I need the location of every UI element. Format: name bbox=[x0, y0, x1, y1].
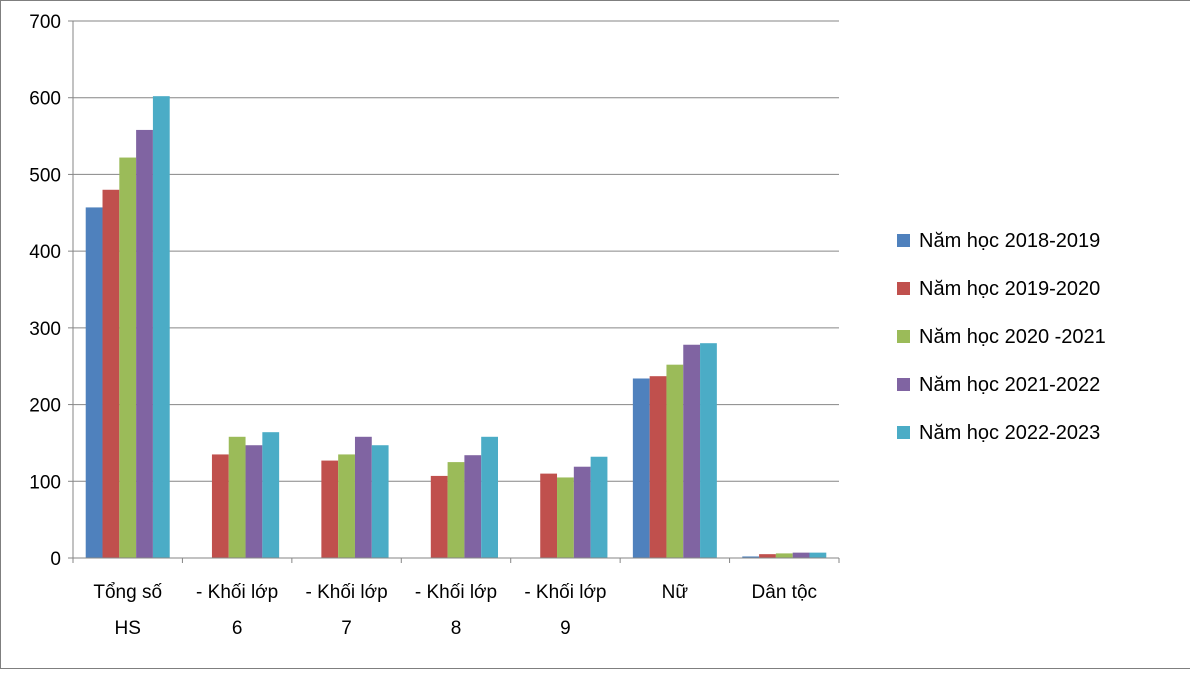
axes bbox=[72, 21, 840, 563]
bar bbox=[683, 344, 701, 558]
bar bbox=[540, 473, 558, 558]
bar bbox=[152, 96, 170, 559]
bar bbox=[321, 460, 339, 558]
x-tick-label: Nữ bbox=[662, 582, 689, 603]
legend-label: Năm học 2020 -2021 bbox=[919, 326, 1106, 348]
bar bbox=[792, 552, 810, 558]
legend-label: Năm học 2022-2023 bbox=[919, 422, 1100, 444]
x-tick-label: - Khối lớp bbox=[305, 582, 387, 603]
bar bbox=[590, 456, 608, 558]
x-tick-label: Dân tộc bbox=[752, 582, 817, 603]
bars bbox=[85, 96, 827, 559]
x-tick-label: 7 bbox=[341, 618, 352, 639]
y-tick-label: 100 bbox=[29, 472, 61, 493]
y-tick-label: 500 bbox=[29, 165, 61, 186]
bar bbox=[354, 436, 372, 558]
legend-swatch bbox=[897, 282, 910, 295]
bar bbox=[245, 445, 263, 558]
y-tick-label: 600 bbox=[29, 89, 61, 110]
legend-swatch bbox=[897, 234, 910, 247]
y-tick-label: 200 bbox=[29, 396, 61, 417]
bar bbox=[742, 556, 760, 558]
y-tick-label: 700 bbox=[29, 12, 61, 33]
bar bbox=[211, 454, 229, 558]
legend-swatch bbox=[897, 330, 910, 343]
bar bbox=[136, 129, 153, 559]
x-tick-label: HS bbox=[115, 618, 141, 639]
x-tick-label: - Khối lớp bbox=[196, 582, 278, 603]
bar bbox=[700, 343, 717, 558]
y-tick-label: 0 bbox=[50, 549, 61, 570]
x-tick-label: 6 bbox=[232, 618, 243, 639]
bar bbox=[371, 445, 389, 558]
bar bbox=[464, 455, 482, 558]
legend-label: Năm học 2021-2022 bbox=[919, 374, 1100, 396]
bar bbox=[430, 475, 448, 558]
x-tick-label: 8 bbox=[451, 618, 462, 639]
x-tick-label: - Khối lớp bbox=[415, 582, 497, 603]
bar bbox=[775, 553, 793, 558]
bar bbox=[119, 157, 137, 558]
legend-label: Năm học 2019-2020 bbox=[919, 278, 1100, 300]
y-tick-label: 400 bbox=[29, 242, 61, 263]
gridlines bbox=[73, 20, 839, 482]
legend-label: Năm học 2018-2019 bbox=[919, 230, 1100, 252]
x-tick-label: - Khối lớp bbox=[524, 582, 606, 603]
bar bbox=[338, 454, 355, 558]
legend-swatch bbox=[897, 426, 910, 439]
legend: Năm học 2018-2019 Năm học 2019-2020 Năm họ… bbox=[897, 230, 1106, 444]
bar bbox=[573, 466, 591, 558]
bar bbox=[85, 207, 103, 558]
bar bbox=[262, 432, 280, 558]
bar bbox=[649, 376, 667, 558]
bar bbox=[666, 364, 684, 558]
bar bbox=[759, 554, 776, 558]
bar bbox=[228, 436, 246, 558]
x-axis-labels: Tổng số HS - Khối lớp 6 - Khối lớp 7 - Khối lớ… bbox=[93, 582, 817, 639]
y-axis-ticks: 0 100 200 300 400 500 600 700 bbox=[29, 12, 73, 570]
y-tick-label: 300 bbox=[29, 319, 61, 340]
x-tick-label: Tổng số bbox=[93, 582, 162, 603]
bar bbox=[447, 462, 465, 558]
bar bbox=[481, 436, 498, 558]
bar bbox=[557, 477, 574, 558]
bar bbox=[632, 378, 650, 558]
bar bbox=[102, 189, 120, 558]
legend-swatch bbox=[897, 378, 910, 391]
x-tick-label: 9 bbox=[560, 618, 571, 639]
bar bbox=[809, 552, 827, 558]
